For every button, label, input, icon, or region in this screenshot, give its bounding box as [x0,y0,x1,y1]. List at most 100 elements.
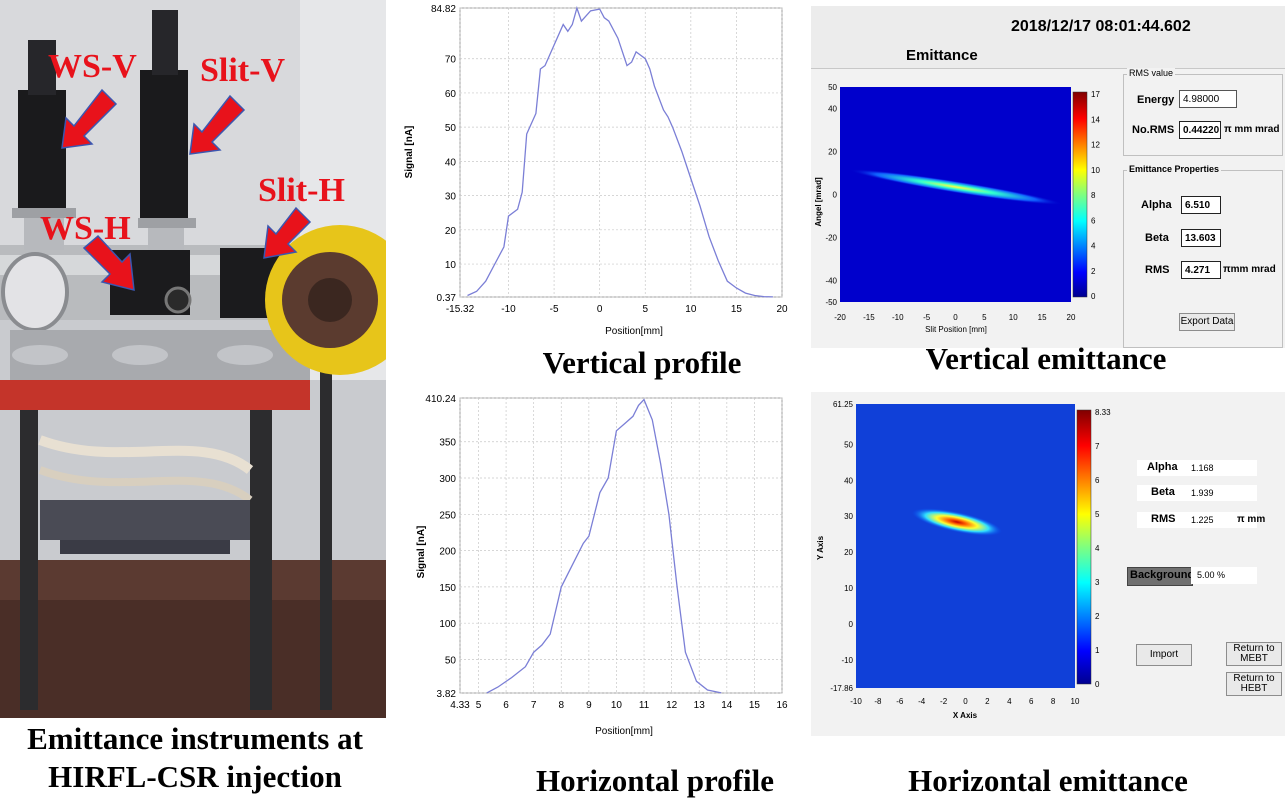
alpha-field[interactable]: 6.510 [1181,196,1221,214]
he-xtick-label: 0 [963,697,968,706]
ve-colorbar-tick-label: 17 [1091,90,1100,99]
ve-xtick-label: 15 [1038,313,1047,322]
he-colorbar-tick-label: 2 [1095,612,1100,621]
hp-ytick-label: 300 [439,474,456,485]
hp-xtick-label: 13 [694,700,706,711]
he-colorbar-tick-label: 3 [1095,578,1100,587]
emittance-title: Emittance [906,47,978,64]
rms-unit: πmm mrad [1223,264,1276,275]
rms-group-title: RMS value [1127,68,1176,78]
horizontal-profile-xlabel: Position[mm] [595,726,653,737]
he-ytick-label: 30 [844,512,853,521]
vertical-emittance-header [811,6,1285,69]
return-mebt-line1: Return to [1233,643,1275,654]
he-xtick-label: 2 [985,697,990,706]
hp-ytick-label: 50 [445,655,457,666]
norms-field[interactable]: 0.44220 [1179,121,1221,139]
vp-ytick-label: 70 [445,55,457,66]
vertical-emittance-window: 2018/12/17 08:01:44.602 Emittance - [811,6,1285,348]
caption-vertical-profile: Vertical profile [542,345,742,380]
background-field[interactable]: 5.00 % [1191,567,1257,584]
he-colorbar-tick-label: 0 [1095,680,1100,689]
return-mebt-line2: MEBT [1240,653,1268,664]
horizontal-beam-ellipse [911,508,1003,536]
horizontal-emittance-heatmap [856,404,1075,688]
vertical-emittance-xlabel: Slit Position [mm] [925,325,987,334]
he-ytick-label: 50 [844,440,853,449]
he-colorbar-tick-label: 8.33 [1095,408,1111,417]
ve-xtick-label: -15 [863,313,875,322]
he-colorbar-tick-label: 4 [1095,544,1100,553]
vp-xtick-label: 5 [642,304,648,315]
rms-field[interactable]: 4.271 [1181,261,1221,279]
ve-xtick-label: 20 [1067,313,1076,322]
return-to-hebt-button[interactable]: Return to HEBT [1226,672,1282,696]
hp-ytick-label: 410.24 [425,394,456,405]
h-alpha-field[interactable]: 1.168 [1187,460,1257,476]
h-beta-field[interactable]: 1.939 [1187,485,1257,501]
rms-value-group [1123,74,1283,156]
ve-xtick-label: 0 [953,313,958,322]
instrument-photo: WS-V Slit-V WS-H Slit-H [0,0,386,718]
vertical-profile-ylabel: Signal [nA] [404,126,415,179]
norms-label: No.RMS [1132,124,1175,136]
vp-xtick-label: -10 [501,304,516,315]
return-hebt-line1: Return to [1233,673,1275,684]
he-xtick-label: -8 [874,697,882,706]
energy-field[interactable]: 4.98000 [1179,90,1237,108]
hp-xtick-label: 8 [558,700,564,711]
he-xtick-label: 4 [1007,697,1012,706]
hp-xtick-label: 14 [721,700,733,711]
horizontal-colorbar [1076,409,1092,685]
import-button[interactable]: Import [1136,644,1192,666]
export-data-button[interactable]: Export Data [1179,313,1235,331]
h-rms-field[interactable]: 1.225 [1187,512,1257,528]
horizontal-emittance-ylabel: Y Axis [816,535,825,560]
vertical-profile-xlabel: Position[mm] [605,326,663,337]
horizontal-emittance-window: -10 -8 -6 -4 -2 0 2 4 6 8 10 61.25 50 40 30 20 10 0 -10 -1… [811,392,1285,736]
hp-xtick-label: 6 [503,700,509,711]
vp-ytick-label: 30 [445,192,457,203]
caption-vertical-emittance: Vertical emittance [925,341,1167,376]
he-colorbar-tick-label: 6 [1095,476,1100,485]
hp-ytick-label: 350 [439,438,456,449]
vp-ytick-label: 60 [445,89,457,100]
vp-ytick-label: 0.37 [437,293,457,304]
beta-field[interactable]: 13.603 [1181,229,1221,247]
beta-label-box [1137,485,1187,501]
he-colorbar-tick-label: 7 [1095,442,1100,451]
label-ws-h: WS-H [40,210,131,247]
he-ytick-label: 40 [844,476,853,485]
he-colorbar-tick-label: 5 [1095,510,1100,519]
vp-ytick-label: 40 [445,157,457,168]
he-xtick-label: -6 [896,697,904,706]
ve-colorbar-tick-label: 10 [1091,166,1100,175]
he-ytick-label: 20 [844,548,853,557]
vertical-colorbar [1072,91,1088,298]
return-to-mebt-button[interactable]: Return to MEBT [1226,642,1282,666]
hp-xtick-label: 5 [476,700,482,711]
ve-ytick-label: 0 [833,191,838,200]
he-xtick-label: 10 [1071,697,1080,706]
horizontal-emittance-xlabel: X Axis [953,711,978,720]
ve-colorbar-tick-label: 12 [1091,141,1100,150]
vp-ytick-label: 50 [445,123,457,134]
ve-colorbar-tick-label: 6 [1091,216,1096,225]
label-slit-h: Slit-H [258,172,345,209]
ve-xtick-label: 10 [1009,313,1018,322]
background-label: Background [1130,569,1195,581]
vertical-profile-series-line [467,5,773,298]
he-xtick-label: -2 [940,697,948,706]
ve-ytick-label: 40 [828,105,837,114]
ve-ytick-label: -40 [825,277,837,286]
hp-xtick-label: 15 [749,700,761,711]
h-rms-unit: π mm [1237,514,1266,525]
beta-label: Beta [1145,232,1169,244]
label-ws-v: WS-V [48,48,137,85]
vp-ytick-label: 84.82 [431,4,456,15]
vp-plot-frame [459,7,783,298]
horizontal-profile-series-line [486,398,722,694]
return-hebt-line2: HEBT [1240,683,1268,694]
he-ytick-label: 0 [849,620,854,629]
ve-xtick-label: -5 [923,313,931,322]
